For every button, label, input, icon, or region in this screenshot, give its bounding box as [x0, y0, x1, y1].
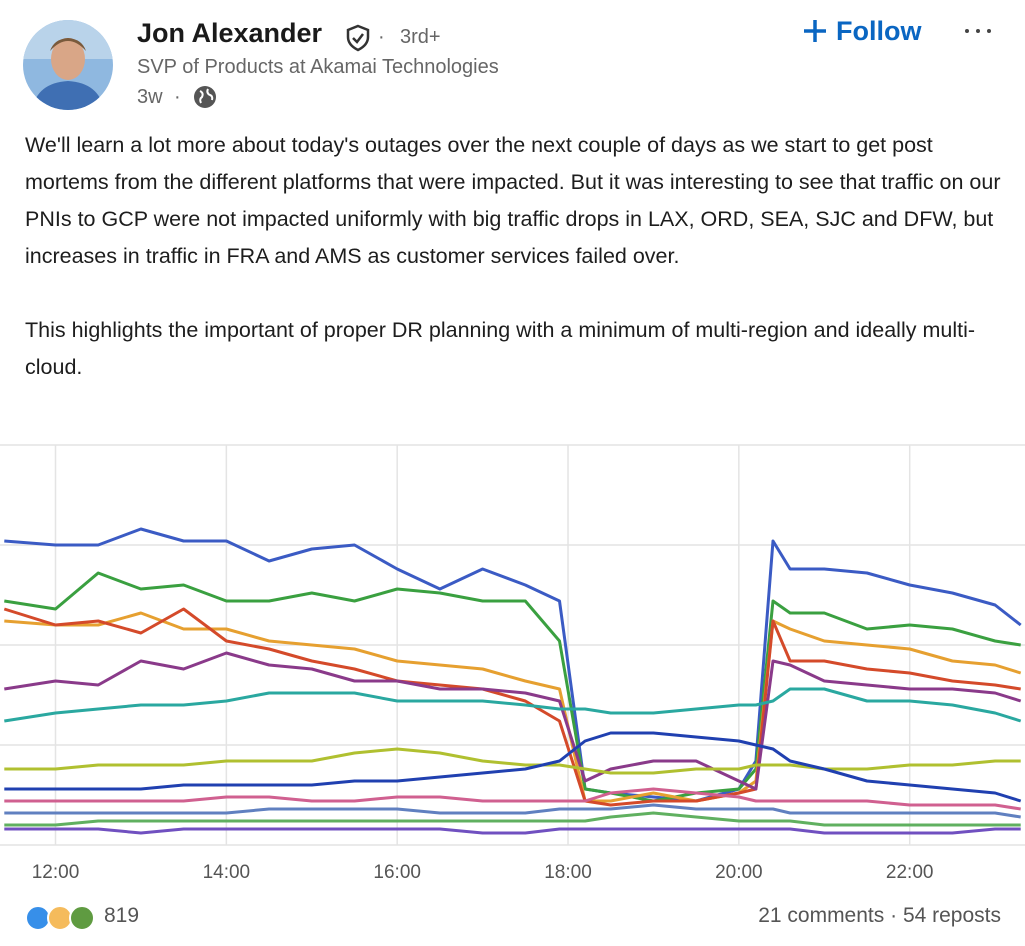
series-line [4, 651, 1022, 791]
series-line [4, 803, 1021, 819]
follow-button[interactable]: Follow [836, 16, 922, 46]
separator: · [174, 86, 181, 108]
series-line [4, 611, 1022, 803]
x-tick-label: 20:00 [715, 862, 763, 883]
x-tick-label: 12:00 [32, 862, 80, 883]
separator: · [890, 904, 903, 927]
reaction-icons[interactable] [24, 903, 102, 933]
x-tick-label: 18:00 [544, 862, 592, 883]
chart: 12:00 14:00 16:00 18:00 20:00 22:00 [0, 444, 1025, 883]
paragraph: We'll learn a lot more about today's out… [25, 133, 1001, 268]
paragraph: This highlights the important of proper … [25, 318, 976, 379]
series-line [4, 571, 1021, 803]
more-menu[interactable] [962, 24, 996, 38]
series-line [4, 527, 1022, 803]
comment-count[interactable]: 21 comments [758, 904, 885, 927]
author-name[interactable]: Jon Alexander [137, 18, 323, 48]
series-line [4, 827, 1021, 835]
x-tick-label: 14:00 [203, 862, 251, 883]
series-line [4, 687, 1022, 723]
verified-icon [346, 24, 370, 52]
x-tick-label: 22:00 [886, 862, 934, 883]
connection-degree: 3rd+ [400, 26, 441, 48]
series-line [4, 731, 1022, 803]
engagement: 21 comments · 54 reposts [758, 904, 1001, 928]
series-line [3, 607, 1021, 807]
globe-icon [194, 86, 216, 108]
plus-icon[interactable] [802, 18, 828, 44]
repost-count[interactable]: 54 reposts [902, 904, 1001, 927]
series-line [4, 811, 1021, 827]
series-line [4, 747, 1021, 775]
reaction-count[interactable]: 819 [104, 904, 140, 927]
separator: · [378, 26, 385, 48]
series-line [4, 787, 1021, 811]
author-headline: SVP of Products at Akamai Technologies [137, 56, 499, 78]
x-tick-label: 16:00 [373, 862, 421, 883]
post-time: 3w [137, 86, 163, 108]
avatar[interactable] [22, 19, 114, 111]
post-body: We'll learn a lot more about today's out… [25, 127, 1010, 423]
